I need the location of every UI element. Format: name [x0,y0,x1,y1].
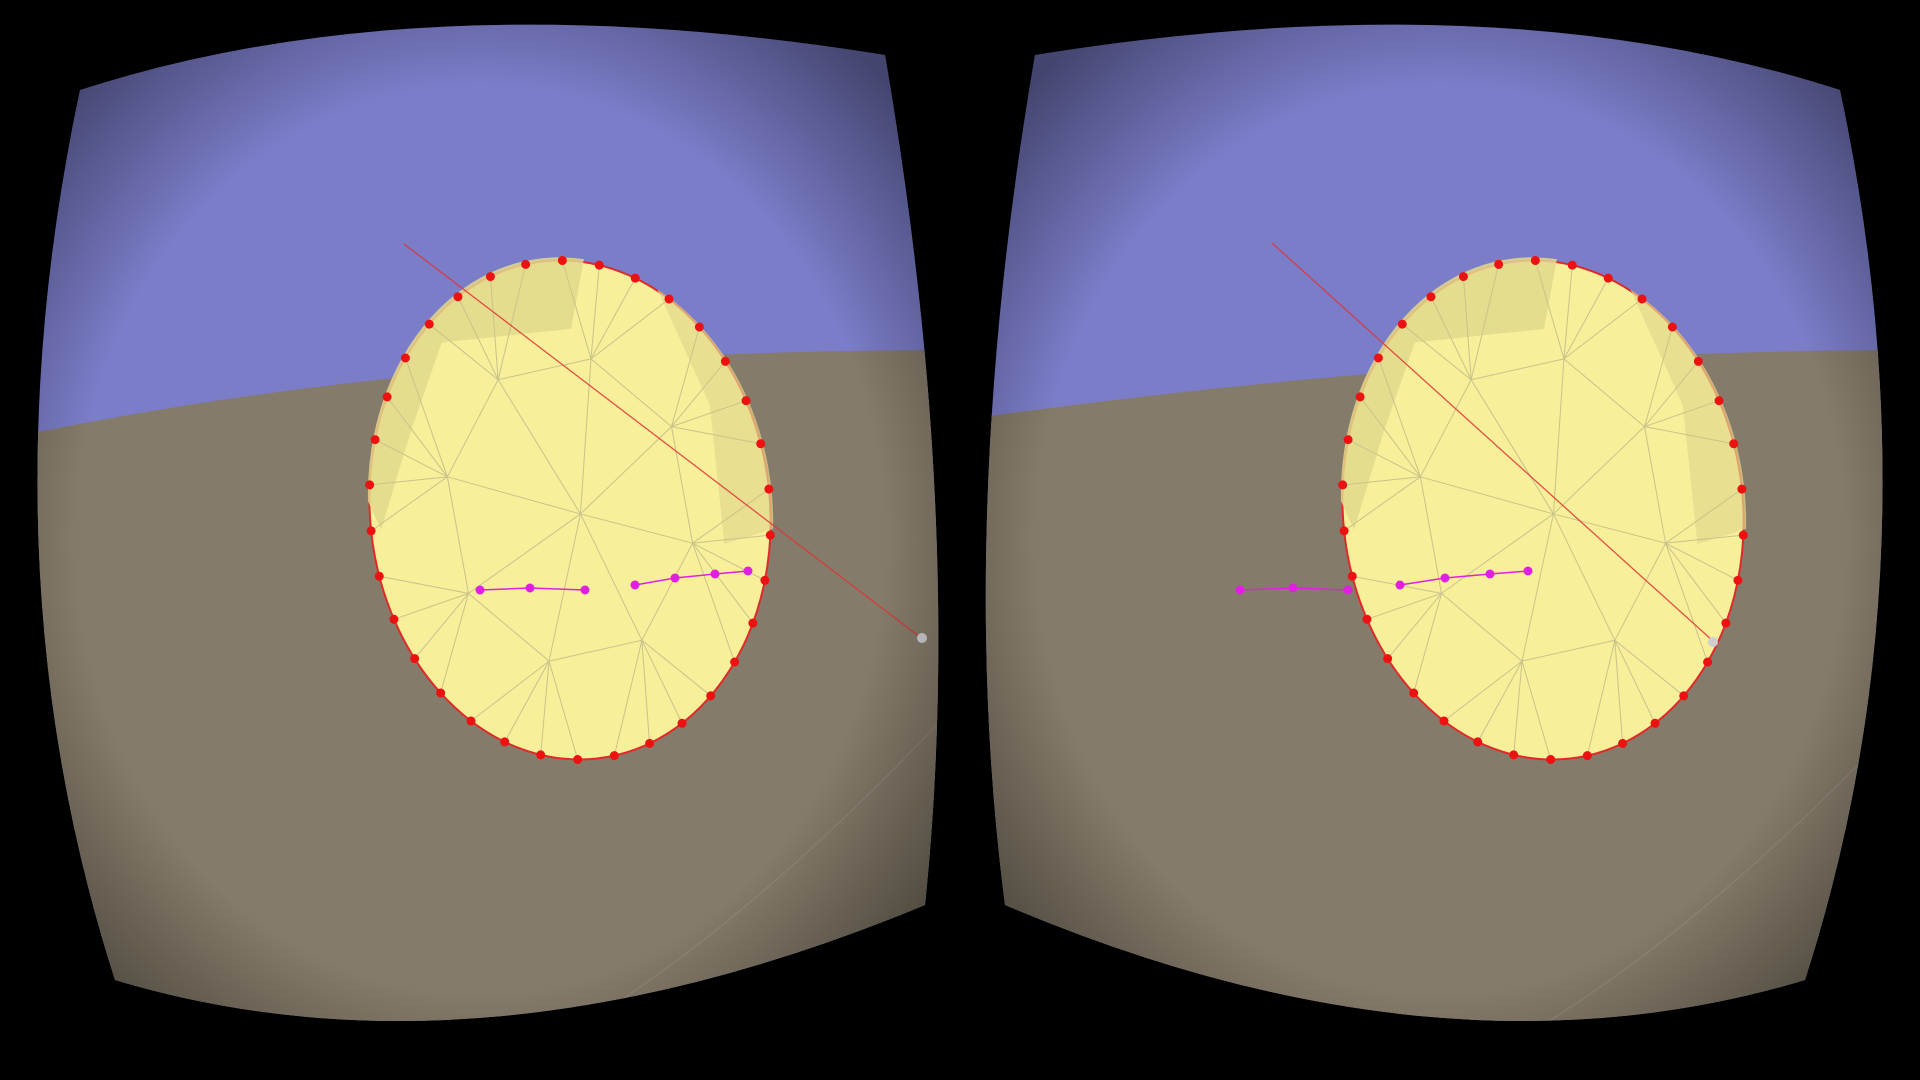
lens-vignette [37,24,939,1022]
lens-view[interactable] [0,0,960,1080]
lens-vignette [985,24,1883,1022]
right-eye-canvas[interactable] [960,0,1920,1080]
left-eye-view[interactable] [0,0,960,1080]
lens-view[interactable] [960,0,1920,1080]
left-eye-canvas[interactable] [0,0,960,1080]
right-eye-view[interactable] [960,0,1920,1080]
